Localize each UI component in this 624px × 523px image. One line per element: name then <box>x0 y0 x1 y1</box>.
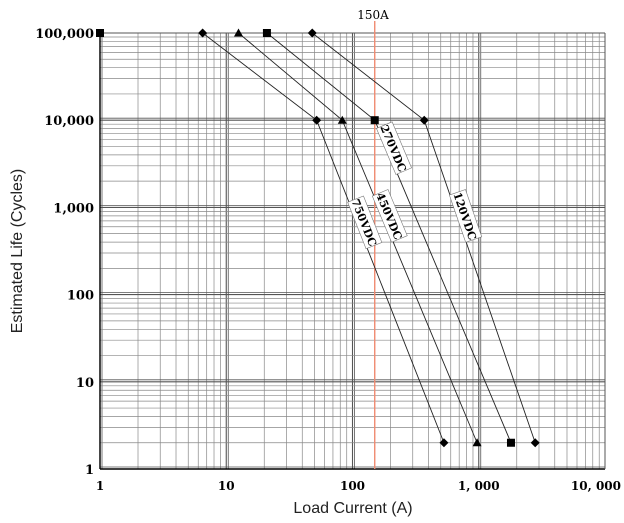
axes <box>99 32 606 470</box>
triangle-marker <box>337 115 347 124</box>
series-label-box <box>371 189 408 243</box>
diamond-marker <box>198 28 208 38</box>
y-tick-label: 1 <box>85 463 94 478</box>
x-tick-label: 10, 000 <box>571 479 621 493</box>
diamond-marker <box>307 28 317 38</box>
triangle-marker <box>472 438 482 447</box>
tick-labels: 1 10 100 1, 000 10, 000 1 10 100 1,000 10,000 100,… <box>35 27 621 493</box>
y-axis-title: Estimated Life (Cycles) <box>9 169 26 334</box>
diamond-marker <box>439 438 449 448</box>
series-label-box <box>376 121 412 175</box>
y-tick-label: 100,000 <box>35 27 94 42</box>
x-tick-label: 100 <box>340 479 365 493</box>
x-axis-title: Load Current (A) <box>293 500 412 517</box>
square-marker <box>370 116 379 125</box>
y-tick-label: 10,000 <box>44 114 94 129</box>
diamond-marker <box>530 438 540 448</box>
reference-line-label: 150A <box>357 8 389 22</box>
x-tick-label: 1 <box>96 479 104 493</box>
square-marker <box>96 29 104 37</box>
diamond-marker <box>312 115 322 125</box>
triangle-marker <box>233 28 243 37</box>
series-label-270vdc: 270VDC <box>376 121 412 175</box>
x-tick-label: 10 <box>218 479 235 493</box>
diamond-marker <box>419 115 429 125</box>
series-label-box <box>347 195 383 250</box>
grid-lines <box>99 33 605 470</box>
y-tick-label: 100 <box>67 289 94 304</box>
y-tick-label: 10 <box>76 376 94 391</box>
x-tick-label: 1, 000 <box>458 479 500 493</box>
series-label-box <box>449 189 483 243</box>
square-marker <box>506 438 515 447</box>
y-tick-label: 1,000 <box>53 201 94 216</box>
square-marker <box>262 29 271 37</box>
